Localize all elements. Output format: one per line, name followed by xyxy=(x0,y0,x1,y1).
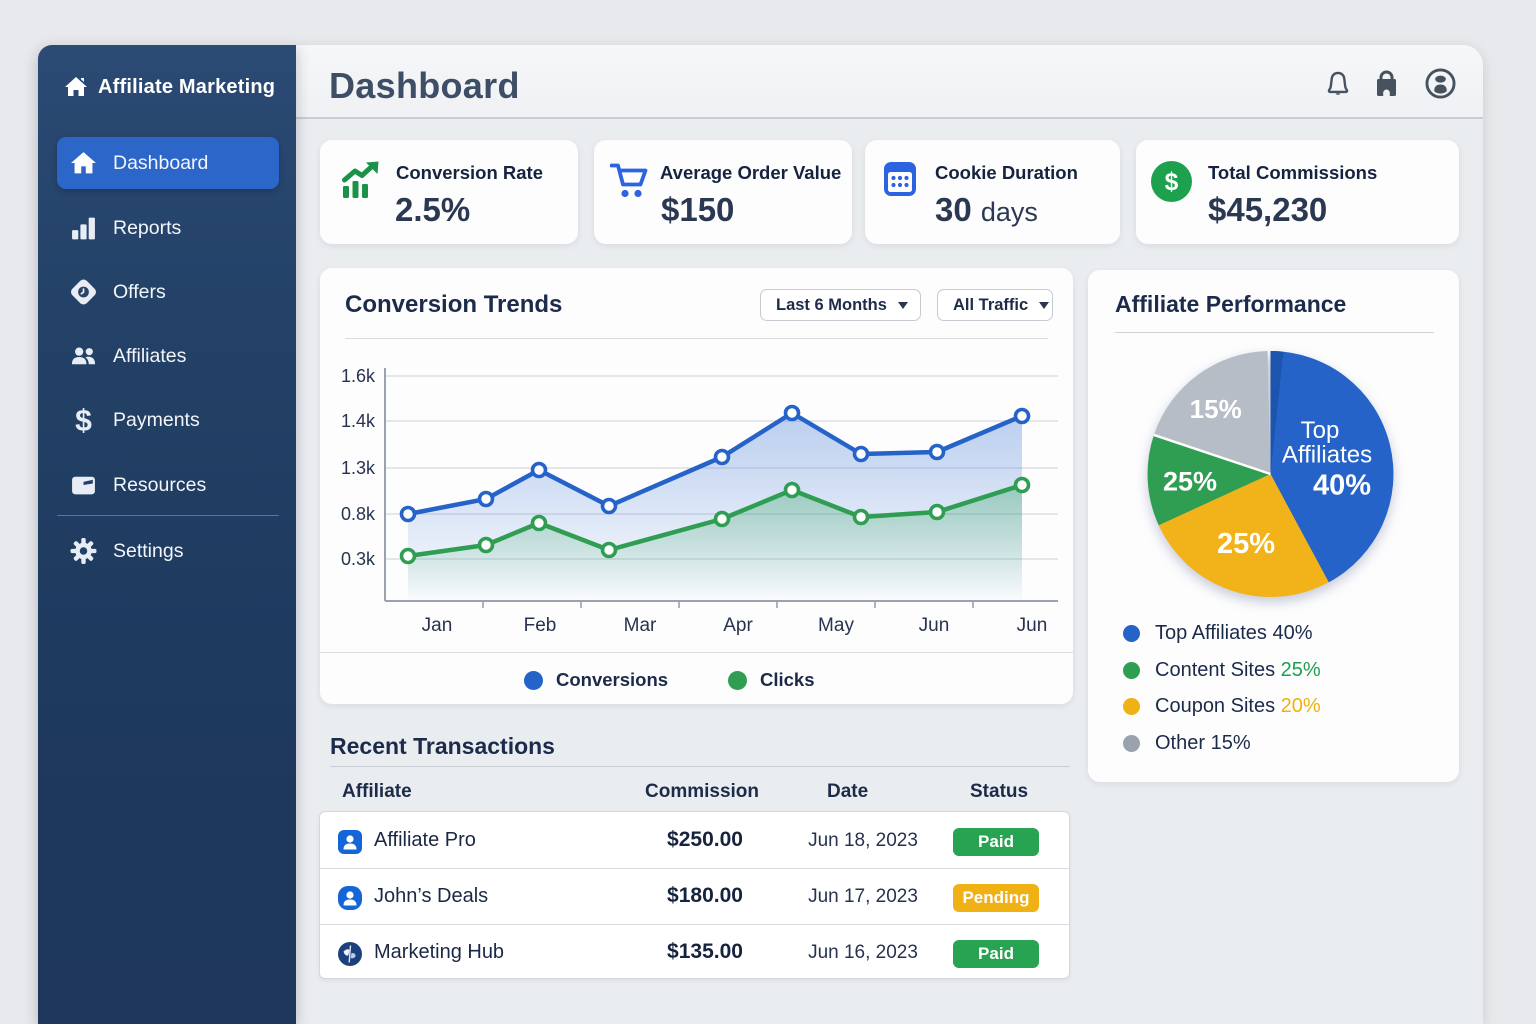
svg-text:0.3k: 0.3k xyxy=(341,549,376,569)
svg-text:Jun: Jun xyxy=(919,615,950,636)
svg-text:25%: 25% xyxy=(1163,467,1217,497)
svg-text:Affiliates: Affiliates xyxy=(1282,442,1372,469)
svg-text:15%: 15% xyxy=(1190,394,1242,424)
svg-text:$: $ xyxy=(1165,169,1179,196)
svg-text:1.4k: 1.4k xyxy=(341,411,376,431)
svg-text:Jun: Jun xyxy=(1017,615,1048,636)
svg-text:Top: Top xyxy=(1301,417,1340,444)
svg-text:0.8k: 0.8k xyxy=(341,504,376,524)
svg-text:Apr: Apr xyxy=(723,615,753,636)
svg-text:25%: 25% xyxy=(1217,528,1275,560)
svg-text:1.3k: 1.3k xyxy=(341,458,376,478)
svg-text:May: May xyxy=(818,615,854,636)
svg-text:$: $ xyxy=(75,406,92,434)
svg-text:Mar: Mar xyxy=(624,615,657,636)
svg-text:1.6k: 1.6k xyxy=(341,366,376,386)
svg-text:40%: 40% xyxy=(1313,470,1371,502)
svg-text:Jan: Jan xyxy=(422,615,453,636)
svg-text:Feb: Feb xyxy=(524,615,557,636)
